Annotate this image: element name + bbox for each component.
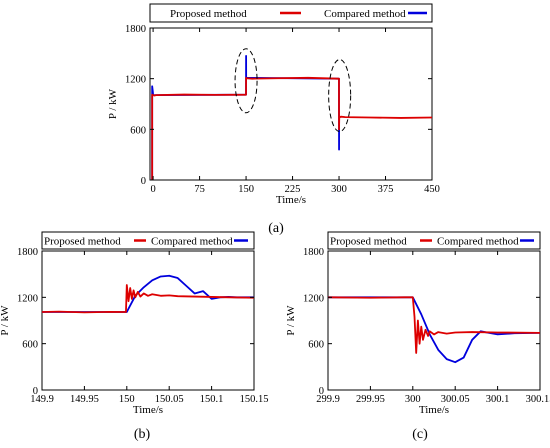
- y-axis-title: P / kW: [0, 305, 11, 336]
- panel-label: (a): [268, 221, 284, 236]
- legend-label-compared: Compared method: [437, 236, 519, 248]
- legend-label-proposed: Proposed method: [44, 236, 121, 248]
- series-line-compared: [42, 274, 254, 313]
- x-tick-label: 150.1: [200, 394, 224, 405]
- x-axis-title: Time/s: [133, 404, 163, 416]
- legend-label-proposed: Proposed method: [170, 8, 247, 20]
- y-tick-label: 1800: [125, 24, 146, 35]
- x-tick-label: 150: [238, 184, 254, 195]
- x-tick-label: 300: [331, 184, 347, 195]
- series-line-proposed: [328, 296, 540, 354]
- x-tick-label: 149.9: [30, 394, 54, 405]
- x-tick-label: 450: [424, 184, 440, 195]
- y-axis-title: P / kW: [107, 88, 119, 119]
- legend-box: [327, 231, 541, 250]
- legend-box: [41, 231, 255, 250]
- legend-label-compared: Compared method: [324, 8, 406, 20]
- x-tick-label: 299.95: [356, 394, 385, 405]
- panel-label: (b): [134, 427, 151, 442]
- y-tick-label: 0: [141, 176, 146, 187]
- annotation-ellipse-t300: [328, 59, 352, 133]
- x-tick-label: 150.15: [240, 394, 269, 405]
- y-tick-label: 1800: [17, 247, 38, 258]
- y-tick-label: 0: [33, 386, 38, 397]
- x-tick-label: 299.9: [316, 394, 340, 405]
- x-tick-label: 0: [150, 184, 155, 195]
- x-tick-label: 300.15: [526, 394, 550, 405]
- x-tick-label: 300.1: [486, 394, 510, 405]
- x-tick-label: 150.05: [155, 394, 184, 405]
- series-line-proposed: [151, 76, 432, 180]
- annotation-ellipse-t150: [234, 48, 258, 114]
- y-tick-label: 1200: [125, 75, 146, 86]
- chart-panel-c: 299.9 299.95 300 300.05 300.1 300.15 0 600 1200 1…: [285, 231, 550, 442]
- plot-frame: [327, 250, 541, 391]
- chart-panel-a: 0 75 150 225 300 375 450 0 600 1200 1800 Time/s P / …: [107, 3, 440, 236]
- x-tick-label: 300: [405, 394, 421, 405]
- y-tick-label: 0: [319, 386, 324, 397]
- series-line-proposed: [42, 284, 254, 314]
- y-tick-label: 1200: [17, 293, 38, 304]
- plot-frame: [41, 250, 255, 391]
- y-axis-title: P / kW: [285, 305, 297, 336]
- x-tick-label: 149.95: [70, 394, 99, 405]
- y-tick-label: 600: [22, 340, 38, 351]
- legend-label-compared: Compared method: [151, 236, 233, 248]
- y-tick-label: 600: [308, 340, 324, 351]
- series-line-compared: [151, 54, 341, 180]
- x-tick-label: 75: [194, 184, 205, 195]
- x-tick-label: 300.05: [441, 394, 470, 405]
- x-axis-title: Time/s: [419, 404, 449, 416]
- y-tick-label: 1800: [303, 247, 324, 258]
- plot-frame: [149, 27, 433, 181]
- x-tick-label: 225: [285, 184, 301, 195]
- y-tick-label: 1200: [303, 293, 324, 304]
- legend-label-proposed: Proposed method: [330, 236, 407, 248]
- x-axis-title: Time/s: [276, 194, 306, 206]
- chart-panel-b: 149.9 149.95 150 150.05 150.1 150.15 0 600 1200 1…: [0, 231, 269, 442]
- series-line-compared: [328, 296, 540, 364]
- y-tick-label: 600: [130, 125, 146, 136]
- panel-label: (c): [412, 427, 428, 442]
- x-tick-label: 150: [119, 394, 135, 405]
- x-tick-label: 375: [378, 184, 394, 195]
